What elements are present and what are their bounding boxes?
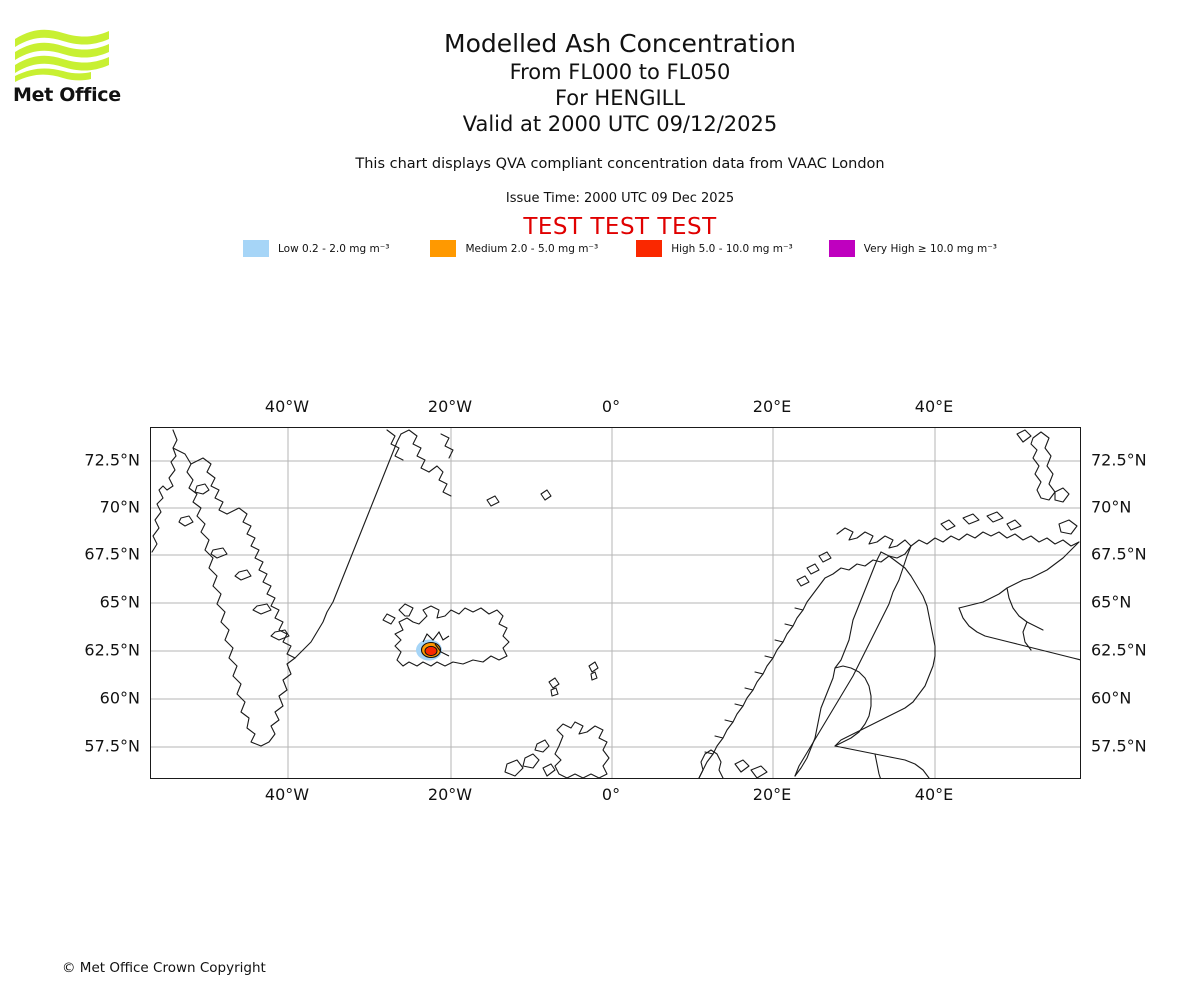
legend-swatch-very-high [828, 240, 855, 257]
lon-tick-bottom-40e: 40°E [914, 785, 954, 804]
lat-tick-left-62-5n: 62.5°N [84, 640, 140, 660]
page-title: Modelled Ash Concentration [444, 29, 796, 58]
issue-time: Issue Time: 2000 UTC 09 Dec 2025 [505, 191, 735, 206]
lat-tick-left-65n: 65°N [99, 592, 140, 612]
legend-label-medium: Medium 2.0 - 5.0 mg m⁻³ [465, 242, 599, 255]
lon-tick-top-40w: 40°W [264, 397, 310, 416]
copyright-notice: © Met Office Crown Copyright [62, 960, 266, 976]
legend-swatch-high [636, 240, 663, 257]
map-plot-area: 40°W 20°W 0° 20°E 40°E 40°W 20°W 0° 20°E… [84, 397, 1146, 804]
lat-tick-right-62-5n: 62.5°N [1091, 640, 1147, 660]
lon-tick-bottom-0: 0° [601, 785, 621, 804]
legend-label-very-high: Very High ≥ 10.0 mg m⁻³ [863, 242, 997, 255]
concentration-legend: Low 0.2 - 2.0 mg m⁻³ Medium 2.0 - 5.0 mg… [150, 240, 1090, 257]
ash-plume [416, 630, 450, 661]
lon-tick-bottom-40w: 40°W [264, 785, 310, 804]
lon-tick-top-20w: 20°W [427, 397, 473, 416]
lat-tick-right-72-5n: 72.5°N [1091, 450, 1147, 470]
ash-plume-outline [422, 630, 450, 657]
chart-title-block: Modelled Ash Concentration From FL000 to… [150, 28, 1090, 137]
test-banner: TEST TEST TEST [523, 214, 717, 240]
flight-level-range: From FL000 to FL050 [509, 60, 731, 84]
lat-tick-right-57-5n: 57.5°N [1091, 736, 1147, 756]
lat-tick-left-60n: 60°N [99, 688, 140, 708]
legend-label-low: Low 0.2 - 2.0 mg m⁻³ [278, 242, 390, 255]
coastlines [151, 429, 1080, 778]
map-gridlines [151, 428, 1080, 778]
lon-tick-bottom-20w: 20°W [427, 785, 473, 804]
lat-tick-left-67-5n: 67.5°N [84, 544, 140, 564]
met-office-logo: Met Office [13, 26, 123, 106]
lat-tick-right-67-5n: 67.5°N [1091, 544, 1147, 564]
site-name: For HENGILL [554, 86, 686, 110]
legend-label-high: High 5.0 - 10.0 mg m⁻³ [671, 242, 793, 255]
map-frame [150, 427, 1081, 779]
lat-tick-left-70n: 70°N [99, 497, 140, 517]
lat-tick-right-70n: 70°N [1091, 497, 1132, 517]
met-office-wordmark: Met Office [13, 84, 121, 106]
lat-tick-left-57-5n: 57.5°N [84, 736, 140, 756]
legend-item-medium: Medium 2.0 - 5.0 mg m⁻³ [430, 240, 598, 257]
lon-tick-top-40e: 40°E [914, 397, 954, 416]
legend-item-very-high: Very High ≥ 10.0 mg m⁻³ [828, 240, 997, 257]
chart-caption: This chart displays QVA compliant concen… [355, 156, 885, 172]
lat-tick-right-65n: 65°N [1091, 592, 1132, 612]
lat-tick-right-60n: 60°N [1091, 688, 1132, 708]
lat-tick-left-72-5n: 72.5°N [84, 450, 140, 470]
valid-time: Valid at 2000 UTC 09/12/2025 [462, 112, 778, 136]
map-canvas [151, 428, 1080, 778]
met-office-wave-mark [15, 29, 109, 82]
lon-tick-top-0: 0° [601, 397, 621, 416]
legend-item-low: Low 0.2 - 2.0 mg m⁻³ [243, 240, 389, 257]
legend-swatch-medium [430, 240, 457, 257]
lon-tick-bottom-20e: 20°E [752, 785, 792, 804]
ash-plume-high [424, 645, 438, 657]
legend-item-high: High 5.0 - 10.0 mg m⁻³ [636, 240, 793, 257]
lon-tick-top-20e: 20°E [752, 397, 792, 416]
legend-swatch-low [243, 240, 270, 257]
